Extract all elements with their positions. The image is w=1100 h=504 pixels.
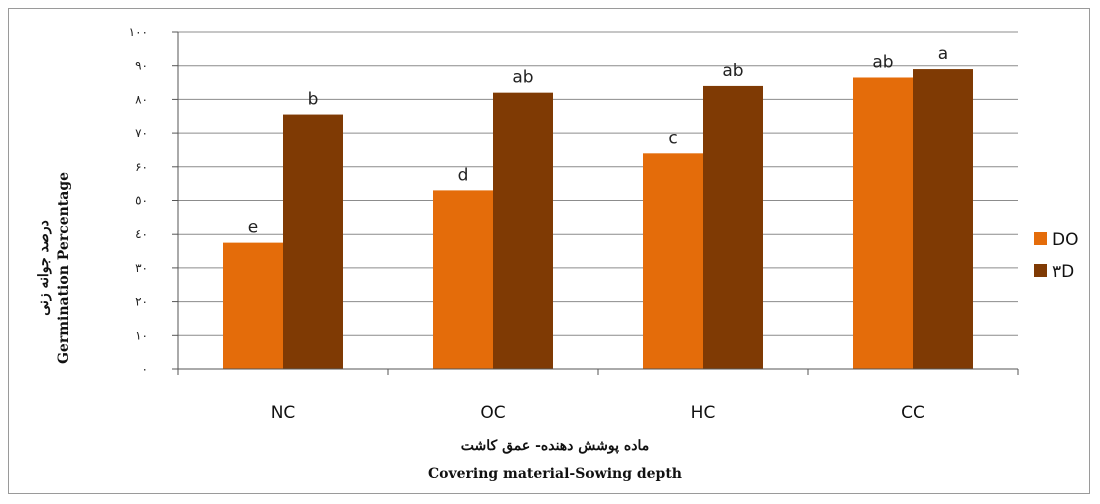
significance-label: c [668,128,677,148]
y-tick-label: ٤٠ [135,227,148,241]
significance-label: b [308,90,319,110]
y-tick-label: ١٠ [135,328,148,342]
legend-swatch [1034,264,1047,277]
significance-label: ab [722,61,743,81]
y-tick-label: ٩٠ [135,59,148,73]
y-tick-label: ٣٠ [135,261,148,275]
y-tick-label: ٢٠ [135,295,148,309]
bar-HC-do [643,153,703,369]
y-axis-title-english: Germination Percentage [56,172,72,364]
bar-HC-3d [703,85,763,370]
significance-label: ab [872,52,893,72]
significance-label: a [938,44,948,64]
bar-CC-do [853,77,913,370]
y-tick-label: ۶٠ [135,160,148,174]
bar-NC-3d [283,114,343,369]
significance-label: e [248,218,258,238]
bar-OC-do [433,190,493,369]
axes [172,31,1019,375]
bar-CC-3d [913,69,973,369]
y-axis-title-persian: درصد جوانه زنی [36,220,52,315]
legend: DO ٣D [1034,230,1078,282]
significance-label: d [458,165,469,185]
x-tick-label: CC [901,403,925,423]
legend-swatch [1034,232,1047,245]
y-tick-label: ٧٠ [135,126,148,140]
y-tick-label: ٨٠ [135,92,148,106]
chart-frame [8,8,1090,494]
x-tick-labels: NC OC HC CC [271,403,925,423]
bars [223,69,973,370]
significance-labels: e b d ab c ab ab a [248,44,948,238]
x-tick-label: NC [271,403,296,423]
y-tick-label: ١٠٠ [129,25,148,39]
y-tick-labels: ٠ ١٠ ٢٠ ٣٠ ٤٠ ٥٠ ۶٠ ٧٠ ٨٠ ٩٠ ١٠٠ [129,25,148,376]
x-tick-label: HC [691,403,716,423]
y-tick-label: ٠ [142,362,148,376]
x-axis-title-persian: ماده پوشش دهنده- عمق کاشت [461,438,649,454]
x-axis-title-english: Covering material-Sowing depth [428,466,682,482]
bar-NC-do [223,242,283,369]
legend-label: ٣D [1052,262,1074,282]
y-tick-label: ٥٠ [135,194,148,208]
significance-label: ab [512,68,533,88]
bar-OC-3d [493,92,553,369]
x-tick-label: OC [480,403,505,423]
legend-label: DO [1052,230,1078,250]
